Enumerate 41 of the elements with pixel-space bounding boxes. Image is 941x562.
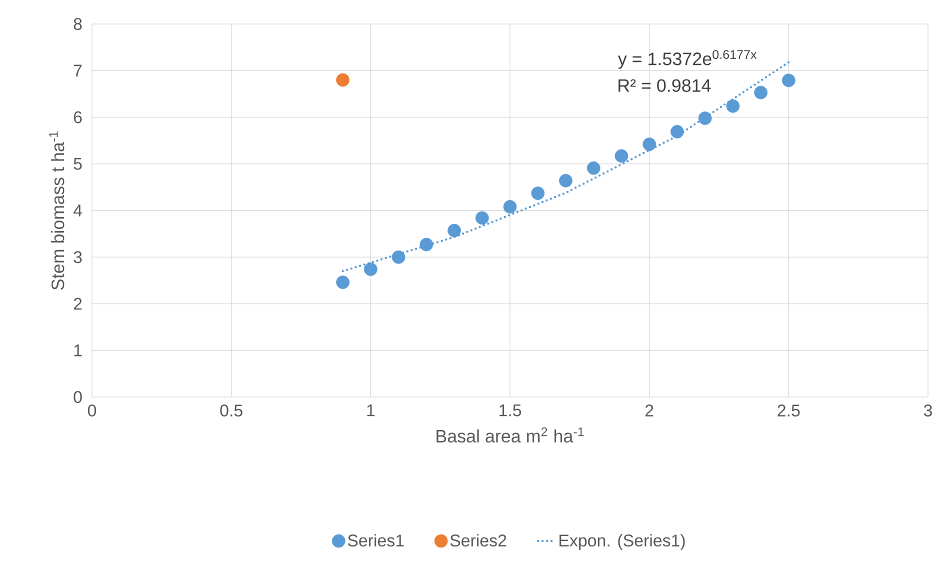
y-tick-label: 2 — [74, 298, 82, 310]
point — [726, 99, 740, 113]
x-tick-label: 2.5 — [778, 404, 800, 417]
point — [336, 73, 350, 87]
x-axis-title: Basal area m$^{2}$ ha$^{-1}$ — [436, 427, 584, 443]
point — [642, 138, 656, 151]
point — [559, 174, 572, 188]
point — [586, 161, 600, 175]
y-tick-label: 0 — [74, 391, 82, 403]
point — [698, 111, 712, 125]
x-tick-label: 0 — [88, 404, 96, 417]
point — [392, 250, 406, 264]
point — [614, 149, 628, 163]
point — [503, 200, 517, 214]
legend-label: Expon. (Series1) — [560, 534, 685, 550]
x-tick-label: 1 — [367, 404, 375, 416]
point — [448, 224, 461, 238]
x-tick-label: 0.5 — [220, 404, 242, 417]
y-tick-label: 1 — [74, 344, 82, 356]
x-tick-label: 3 — [924, 404, 932, 417]
point — [670, 125, 684, 138]
point — [754, 86, 768, 100]
y-tick-label: 3 — [74, 251, 82, 264]
y-tick-label: 5 — [74, 158, 82, 170]
point — [420, 238, 434, 252]
point — [336, 276, 350, 290]
annotation: y = 1.5372e$^{0.6177x}$ — [618, 50, 757, 69]
y-tick-label: 4 — [73, 204, 82, 216]
point — [782, 74, 796, 88]
point — [364, 262, 378, 276]
point — [475, 211, 489, 225]
y-tick-label: 8 — [74, 18, 82, 30]
y-tick-label: 6 — [74, 111, 82, 124]
x-tick-label: 2 — [645, 404, 654, 416]
point — [531, 186, 545, 200]
legend-label: Series1 — [348, 534, 404, 547]
y-axis-title: Stem biomass t ha$^{-1}$ — [49, 132, 64, 290]
y-tick-label: 7 — [74, 64, 82, 76]
annotation: R² = 0.9814 — [618, 79, 711, 92]
legend-label: Series2 — [450, 534, 506, 547]
x-tick-label: 1.5 — [500, 404, 522, 416]
